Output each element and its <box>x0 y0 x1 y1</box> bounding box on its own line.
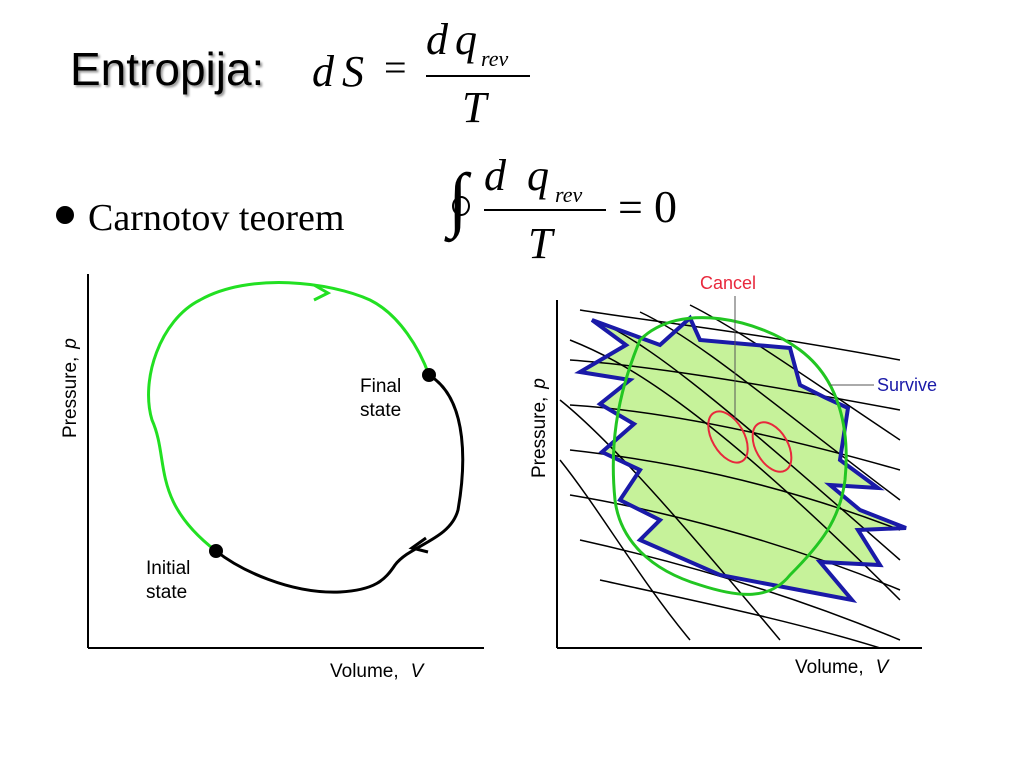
adiabat-line <box>689 304 901 441</box>
initial-state-label-line2: state <box>146 582 187 603</box>
formula-den: T <box>462 83 487 132</box>
formula2-rhs: 0 <box>654 181 677 232</box>
formula-lhs-s: S <box>342 47 364 96</box>
formula2-fraction-bar <box>484 209 606 211</box>
cancel-label: Cancel <box>700 273 756 293</box>
right-diagram: Cancel Survive Pressure,p Volume, V <box>529 273 937 678</box>
closed-cycle-loop <box>611 316 848 596</box>
survive-label: Survive <box>877 375 937 395</box>
left-x-axis-label: Volume, V <box>330 661 426 682</box>
formula-lhs-d: d <box>312 47 334 96</box>
isotherm-line <box>569 494 901 591</box>
survive-boundary <box>574 314 907 604</box>
left-y-axis-label: Pressure,p <box>60 338 81 438</box>
forward-path <box>147 281 431 553</box>
formula2-num-q: q <box>527 151 549 200</box>
bullet-text: Carnotov teorem <box>88 197 345 239</box>
reverse-path <box>215 373 465 594</box>
formula2-num-sub: rev <box>555 182 583 207</box>
right-x-axis-label: Volume, V <box>795 657 891 678</box>
isotherm-line <box>579 309 901 361</box>
forward-arrow-icon <box>313 283 332 302</box>
initial-state-point <box>209 544 223 558</box>
closed-integral-sign: ∫ <box>448 159 468 239</box>
formula2-num-d: d <box>484 151 506 200</box>
page-title: Entropija: <box>70 43 265 95</box>
final-state-point <box>422 368 436 382</box>
cancel-cycle <box>751 421 793 473</box>
adiabat-line <box>599 321 901 561</box>
adiabat-line <box>569 339 901 601</box>
final-state-label-line2: state <box>360 400 401 421</box>
formula-num-d: d <box>426 15 448 64</box>
reverse-arrow-icon <box>408 536 429 554</box>
final-state-label-line1: Final <box>360 376 401 397</box>
formula-fraction-bar <box>426 75 530 77</box>
cancel-cycle <box>707 410 749 464</box>
formula-equals: = <box>384 45 407 90</box>
isotherm-line <box>579 539 901 641</box>
isotherm-line <box>599 579 881 648</box>
right-y-axis-label: Pressure,p <box>529 378 550 478</box>
formula2-equals: = <box>618 183 643 232</box>
bullet-dot <box>56 206 74 224</box>
initial-state-label-line1: Initial <box>146 558 190 579</box>
adiabat-line <box>559 459 691 641</box>
formula-num-q: q <box>455 15 477 64</box>
left-diagram: Final state Initial state Pressure,p Vol… <box>60 274 484 682</box>
svg-text:Pressure,p: Pressure,p <box>60 338 81 438</box>
svg-text:Pressure,p: Pressure,p <box>529 378 550 478</box>
bullet-item: Carnotov teorem <box>56 196 344 240</box>
formula-num-sub: rev <box>481 46 509 71</box>
contour-circle-icon <box>452 196 470 216</box>
survive-region-fill <box>580 318 906 600</box>
formula2-den: T <box>528 219 553 268</box>
